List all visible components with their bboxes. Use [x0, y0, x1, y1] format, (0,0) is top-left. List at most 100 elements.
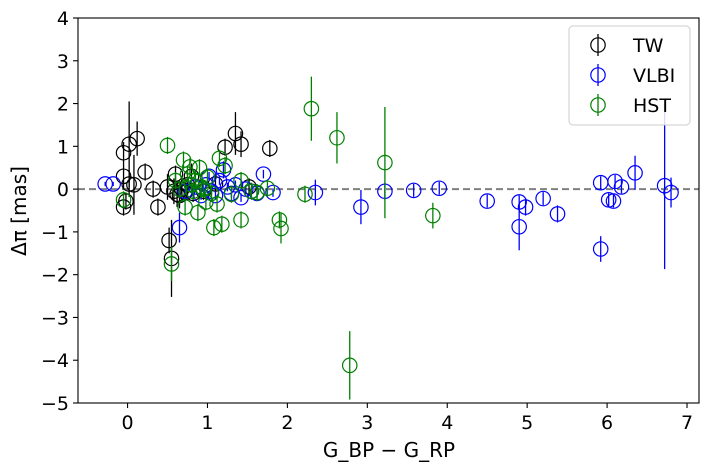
- data-point-hst: [329, 129, 345, 146]
- data-point-vlbi: [607, 173, 623, 190]
- data-point-tw: [137, 164, 153, 180]
- data-point-tw: [126, 177, 142, 193]
- data-point-tw: [161, 232, 177, 249]
- data-point-hst: [303, 100, 320, 117]
- data-point-hst: [223, 186, 240, 203]
- data-point-hst: [217, 157, 233, 174]
- y-tick-label: −2: [41, 265, 69, 287]
- data-point-hst: [159, 137, 176, 154]
- axes: 0 1 2 3 4 5 6 7 4 3 2 1 0 −1 −2 −3 −4 −5: [41, 8, 700, 434]
- data-point-vlbi: [105, 176, 121, 192]
- data-point-hst: [163, 256, 180, 272]
- x-tick-label: 6: [601, 412, 613, 434]
- data-point-tw: [121, 176, 137, 192]
- data-point-vlbi: [592, 241, 609, 257]
- legend-entry-tw: TW: [590, 34, 664, 57]
- data-point-hst: [190, 204, 206, 221]
- data-point-hst: [203, 185, 220, 202]
- x-tick-label: 3: [361, 412, 373, 434]
- data-point-vlbi: [549, 206, 566, 222]
- data-point-tw: [262, 140, 278, 157]
- data-point-hst: [198, 194, 214, 210]
- data-point-vlbi: [479, 193, 496, 209]
- y-tick-label: 2: [57, 94, 69, 116]
- data-point-hst: [115, 192, 132, 208]
- y-tick-label: −3: [41, 307, 69, 329]
- data-point-hst: [425, 207, 441, 224]
- x-tick-label: 4: [441, 412, 453, 434]
- data-point-vlbi: [307, 184, 324, 201]
- legend-entry-vlbi: VLBI: [590, 64, 675, 87]
- legend-marker-vlbi: [590, 67, 606, 83]
- data-point-hst: [249, 184, 265, 201]
- y-tick-label: −4: [41, 350, 69, 372]
- data-point-hst: [183, 177, 200, 193]
- data-point-vlbi: [211, 172, 228, 189]
- data-point-hst: [191, 159, 208, 176]
- data-point-vlbi: [97, 176, 113, 192]
- data-point-vlbi: [171, 219, 188, 236]
- data-point-hst: [271, 212, 288, 228]
- data-point-vlbi: [511, 218, 527, 235]
- data-point-vlbi: [227, 177, 244, 193]
- data-point-hst: [214, 216, 230, 232]
- legend: TW VLBI HST: [568, 25, 691, 126]
- data-point-tw: [118, 193, 134, 209]
- data-point-vlbi: [605, 193, 622, 209]
- data-point-hst: [177, 199, 193, 215]
- x-tick-label: 0: [122, 412, 134, 434]
- data-point-hst: [297, 186, 313, 203]
- data-point-vlbi: [255, 166, 272, 182]
- data-point-vlbi: [353, 199, 369, 215]
- data-point-hst: [179, 166, 196, 182]
- data-point-hst: [233, 212, 249, 228]
- y-tick-label: 3: [57, 51, 69, 73]
- data-point-tw: [129, 130, 145, 147]
- legend-marker-tw: [590, 37, 606, 53]
- plot-area: [78, 76, 699, 400]
- data-point-vlbi: [663, 184, 679, 201]
- legend-entry-hst: HST: [590, 94, 671, 117]
- data-point-hst: [341, 357, 358, 374]
- legend-frame: [568, 25, 691, 126]
- y-tick-label: −1: [41, 222, 69, 244]
- x-tick-label: 7: [681, 412, 693, 434]
- data-point-hst: [273, 220, 289, 237]
- plot-frame: [77, 17, 700, 404]
- y-tick-label: −5: [41, 393, 69, 415]
- data-point-vlbi: [265, 184, 281, 201]
- x-axis-label: G_BP − G_RP: [323, 438, 455, 462]
- data-point-tw: [233, 136, 249, 152]
- data-point-tw: [115, 144, 132, 161]
- x-tick-label: 2: [281, 412, 293, 434]
- y-axis-label: Δπ [mas]: [7, 166, 31, 256]
- series-hst: [115, 76, 441, 400]
- data-point-hst: [185, 183, 201, 200]
- data-point-vlbi: [517, 199, 534, 215]
- legend-marker-hst: [590, 97, 606, 113]
- data-point-vlbi: [431, 180, 448, 197]
- data-point-hst: [182, 159, 198, 175]
- x-tick-label: 1: [201, 412, 213, 434]
- y-tick-label: 0: [57, 179, 69, 201]
- legend-label-vlbi: VLBI: [633, 65, 675, 87]
- data-point-hst: [195, 181, 212, 197]
- data-point-hst: [233, 172, 249, 189]
- data-point-hst: [259, 180, 276, 197]
- data-point-hst: [206, 219, 222, 236]
- data-point-tw: [227, 125, 244, 142]
- data-point-tw: [115, 168, 132, 185]
- data-point-tw: [121, 136, 137, 152]
- data-point-hst: [209, 196, 225, 212]
- data-point-tw: [150, 199, 166, 215]
- data-point-vlbi: [613, 179, 630, 195]
- data-point-hst: [167, 172, 184, 189]
- y-tick-label: 1: [57, 136, 69, 158]
- data-layer: [97, 76, 679, 400]
- data-point-vlbi: [405, 182, 422, 199]
- legend-label-tw: TW: [632, 35, 664, 57]
- y-tick-label: 4: [57, 8, 69, 30]
- data-point-hst: [243, 183, 260, 200]
- x-tick-label: 5: [521, 412, 533, 434]
